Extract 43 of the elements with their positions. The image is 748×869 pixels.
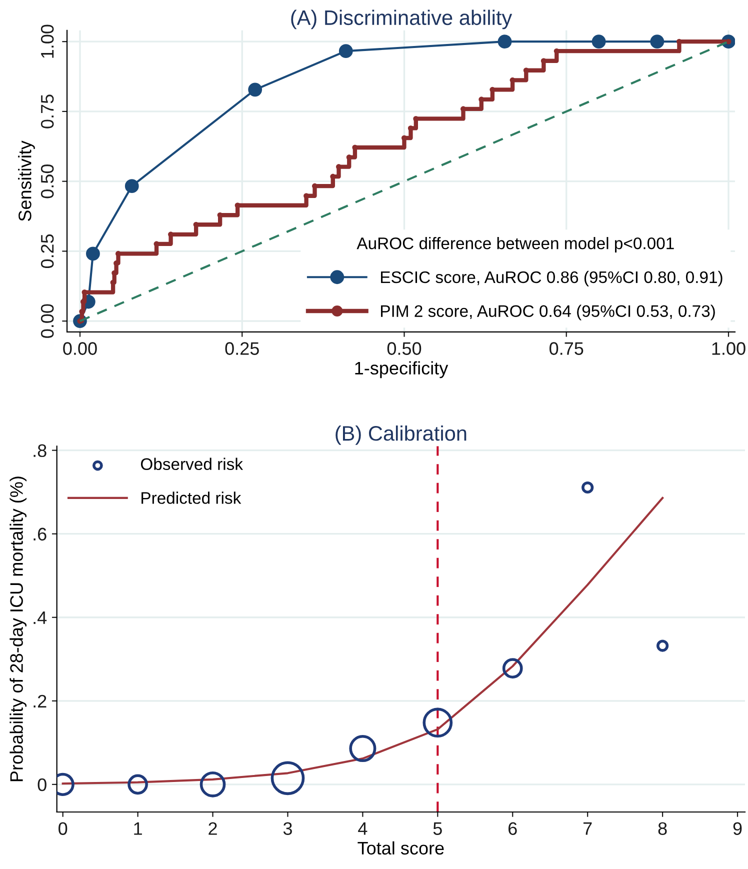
point xyxy=(498,34,512,49)
y-tick-label: .6 xyxy=(34,528,46,541)
point xyxy=(86,246,100,261)
x-tick-label: 9 xyxy=(733,822,742,835)
x-tick-label: 0.50 xyxy=(387,342,422,355)
x-axis-title: Total score xyxy=(358,841,444,855)
x-tick-label: 6 xyxy=(508,822,517,835)
x-tick-label: 7 xyxy=(583,822,592,835)
point xyxy=(124,179,139,194)
point xyxy=(592,34,606,49)
point xyxy=(248,82,262,97)
y-tick-label: 0 xyxy=(38,778,46,792)
x-tick-label: 1.00 xyxy=(712,342,746,355)
x-tick-label: 0.00 xyxy=(63,342,97,355)
y-axis-title: Probability of 28-day ICU mortality (%) xyxy=(10,476,27,782)
y-tick-label: .8 xyxy=(34,444,46,458)
legend-label: Observed risk xyxy=(140,458,244,470)
x-tick-label: 0.75 xyxy=(550,342,584,355)
chart-title: (B) Calibration xyxy=(336,425,466,445)
x-tick-label: 3 xyxy=(283,822,292,835)
y-tick-label: .4 xyxy=(34,611,47,624)
x-tick-label: 4 xyxy=(358,822,368,835)
x-tick-label: 0 xyxy=(58,822,68,835)
x-tick-label: 1 xyxy=(134,822,142,835)
point xyxy=(110,280,116,286)
legend-label: Predicted risk xyxy=(142,492,242,504)
x-tick-label: 5 xyxy=(433,822,442,835)
y-tick-label: 0.75 xyxy=(40,94,54,128)
point xyxy=(338,44,353,58)
x-tick-label: 8 xyxy=(658,822,667,835)
x-tick-label: 2 xyxy=(208,822,217,835)
legend-label: ESCIC score, AuROC 0.86 (95%CI 0.80, 0.91) xyxy=(381,270,722,286)
x-axis-title: 1-specificity xyxy=(355,361,448,378)
legend-label: PIM 2 score, AuROC 0.64 (95%CI 0.53, 0.73) xyxy=(381,304,715,320)
x-tick-label: 0.25 xyxy=(225,342,259,355)
legend-title: AuROC difference between model p<0.001 xyxy=(356,237,674,253)
y-tick-label: 0.50 xyxy=(40,164,54,198)
chart-title: (A) Discriminative ability xyxy=(291,10,512,30)
y-tick-label: .2 xyxy=(34,694,46,708)
y-tick-label: 1.00 xyxy=(40,24,54,58)
point xyxy=(650,34,664,49)
y-tick-label: 0.25 xyxy=(40,234,54,268)
y-axis-title: Sensitivity xyxy=(18,140,35,222)
